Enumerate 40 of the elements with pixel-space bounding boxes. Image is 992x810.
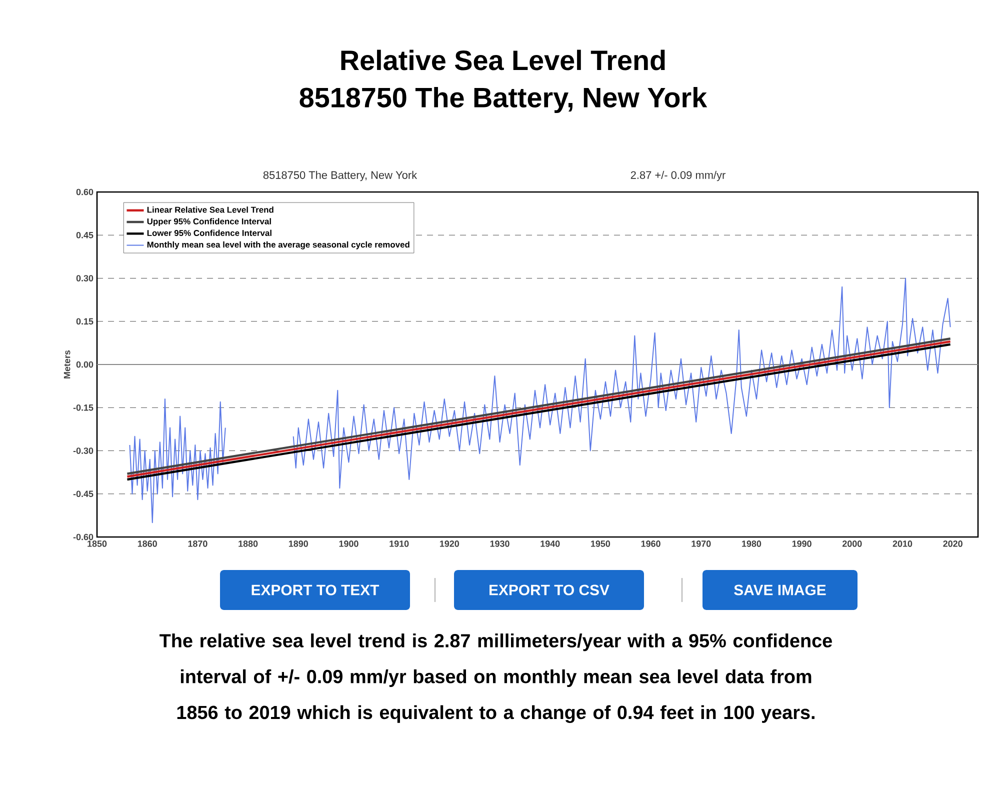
y-tick-label: 0.30 — [76, 275, 94, 282]
x-tick-label: 1890 — [288, 540, 308, 547]
x-tick-label: 1970 — [692, 540, 711, 547]
y-tick-label: 0.45 — [76, 232, 94, 238]
y-tick-label: -0.45 — [73, 490, 94, 498]
y-axis-title: Meters — [64, 350, 70, 378]
x-tick-label: 1880 — [238, 540, 258, 547]
text: EXPORT TO CSV — [490, 584, 610, 596]
chart-subtitle: 8518750 The Battery, New York — [300, 87, 708, 113]
x-tick-label: 1990 — [792, 540, 812, 547]
x-tick-label: 1980 — [742, 540, 762, 547]
x-tick-label: 2000 — [842, 540, 862, 547]
y-tick-label: -0.60 — [73, 534, 94, 540]
x-tick-label: 2010 — [892, 540, 912, 547]
x-tick-label: 1910 — [390, 540, 409, 547]
y-tick-label: 0.00 — [76, 361, 94, 368]
x-tick-label: 1850 — [88, 540, 107, 547]
chart-title: Relative Sea Level Trend — [341, 50, 665, 70]
text: EXPORT TO TEXT — [252, 584, 380, 596]
text: 2.87 +/- 0.09 mm/yr — [630, 170, 726, 182]
y-tick-label: 0.15 — [76, 318, 94, 325]
x-tick-label: 1930 — [490, 540, 510, 547]
x-tick-label: 1900 — [339, 540, 358, 547]
x-tick-label: 1920 — [440, 540, 460, 547]
x-tick-label: 1940 — [540, 540, 560, 547]
y-tick-label: -0.15 — [73, 404, 94, 411]
x-tick-label: 2020 — [943, 540, 962, 547]
text: SAVE IMAGE — [734, 584, 826, 596]
legend-label: Lower 95% Confidence Interval — [147, 230, 272, 236]
legend-label: Upper 95% Confidence Interval — [147, 218, 271, 226]
text: The relative sea level trend is 2.87 millimeters/year with a 95% confidence interval of +/- 0.09 mm/yr based on monthly mean sea level data from 1856 to 2019 which is equivalent to a change of 0.94 feet in 100 years. — [160, 634, 832, 723]
x-tick-label: 1860 — [138, 540, 157, 547]
x-tick-label: 1870 — [188, 540, 208, 547]
legend-label: Linear Relative Sea Level Trend — [147, 206, 274, 213]
x-tick-label: 1950 — [591, 540, 610, 547]
text: 8518750 The Battery, New York — [263, 170, 418, 182]
y-tick-label: 0.60 — [76, 188, 94, 196]
legend-label: Monthly mean sea level with the average seasonal cycle removed — [147, 241, 410, 250]
x-tick-label: 1960 — [641, 540, 660, 547]
y-tick-label: -0.30 — [73, 448, 94, 454]
